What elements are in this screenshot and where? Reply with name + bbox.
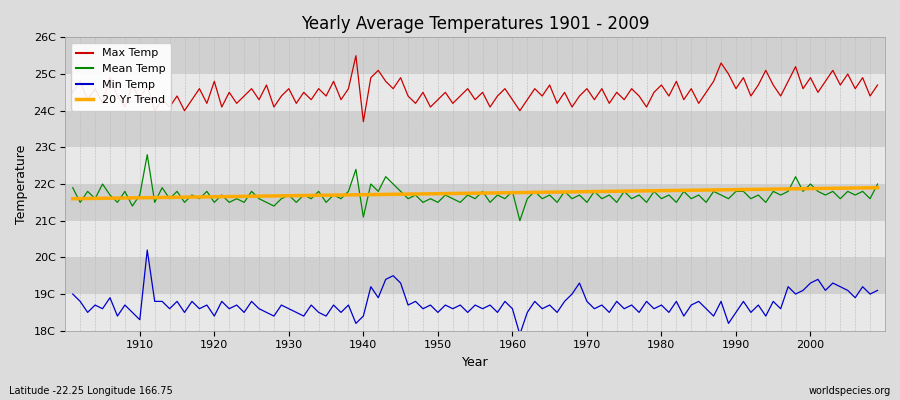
Bar xyxy=(66,111,885,147)
X-axis label: Year: Year xyxy=(462,356,489,369)
Bar xyxy=(66,221,885,257)
Bar xyxy=(66,257,885,294)
Legend: Max Temp, Mean Temp, Min Temp, 20 Yr Trend: Max Temp, Mean Temp, Min Temp, 20 Yr Tre… xyxy=(71,43,171,111)
Text: Latitude -22.25 Longitude 166.75: Latitude -22.25 Longitude 166.75 xyxy=(9,386,173,396)
Bar xyxy=(66,294,885,331)
Bar xyxy=(66,37,885,74)
Text: worldspecies.org: worldspecies.org xyxy=(809,386,891,396)
Bar xyxy=(66,147,885,184)
Y-axis label: Temperature: Temperature xyxy=(15,144,28,224)
Bar xyxy=(66,184,885,221)
Title: Yearly Average Temperatures 1901 - 2009: Yearly Average Temperatures 1901 - 2009 xyxy=(301,15,650,33)
Bar xyxy=(66,74,885,111)
